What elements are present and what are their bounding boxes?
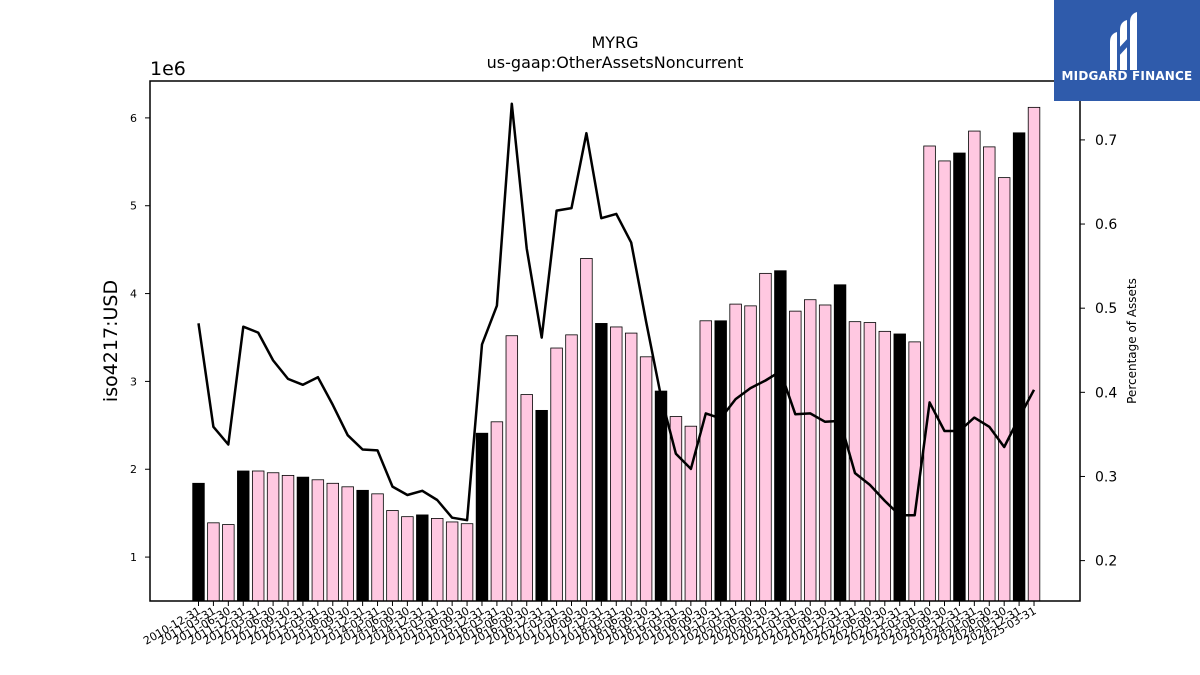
bar-2011-03-31 — [207, 522, 220, 602]
y2-tick-label: 0.5 — [1095, 301, 1117, 317]
bar-2012-12-31 — [296, 476, 310, 602]
bar-2012-03-31 — [251, 470, 265, 602]
bar-2012-06-30 — [266, 472, 280, 602]
y-scale-label: 1e6 — [150, 58, 186, 80]
bar-2020-03-31 — [729, 303, 742, 602]
bar-2017-03-31 — [550, 347, 563, 602]
logo-mark-icon — [1110, 12, 1137, 70]
bar-2012-09-30 — [281, 474, 295, 602]
y-axis-ticks: 1 2 3 4 5 6 — [130, 112, 150, 564]
y-axis-label: iso4217:USD — [100, 280, 122, 402]
bar-2019-09-30 — [699, 320, 712, 602]
y2-tick-label: 0.3 — [1095, 469, 1117, 485]
y2-tick-label: 0.7 — [1095, 133, 1117, 149]
bar-2018-06-30 — [624, 332, 638, 602]
bar-2020-12-31 — [774, 270, 787, 602]
brand-name: MIDGARD FINANCE — [1061, 69, 1193, 83]
bar-2022-09-30 — [878, 330, 892, 602]
bar-2018-09-30 — [639, 356, 653, 602]
y2-tick-label: 0.2 — [1095, 554, 1117, 570]
bar-2015-12-31 — [475, 432, 489, 602]
percentage-line — [197, 102, 1036, 522]
bar-2016-12-31 — [535, 409, 548, 602]
bar-2025-03-31 — [1027, 106, 1041, 602]
line-series — [197, 102, 1036, 522]
brand-logo: MIDGARD FINANCE — [1054, 0, 1200, 101]
bar-2024-12-31 — [1012, 132, 1026, 602]
bar-2016-03-31 — [490, 421, 504, 602]
bar-2013-03-31 — [311, 479, 325, 602]
y-tick-label: 5 — [130, 200, 137, 213]
bar-2019-12-31 — [714, 320, 727, 602]
bar-2011-06-30 — [222, 524, 235, 602]
y-tick-label: 4 — [130, 288, 137, 301]
bar-2018-12-31 — [654, 390, 668, 602]
chart-title: MYRG — [591, 33, 638, 52]
bar-2015-03-31 — [431, 518, 444, 602]
bar-2023-03-31 — [908, 341, 921, 602]
bar-2020-09-30 — [759, 272, 772, 602]
y-tick-label: 6 — [130, 112, 137, 125]
bar-series — [192, 106, 1041, 602]
chart-subtitle: us-gaap:OtherAssetsNoncurrent — [487, 53, 744, 72]
bar-2014-03-31 — [371, 493, 384, 602]
bar-2021-12-31 — [833, 284, 847, 602]
bar-2013-09-30 — [341, 486, 354, 602]
bar-2014-09-30 — [401, 516, 414, 602]
bar-2014-06-30 — [386, 510, 399, 602]
x-axis-ticks: 2010-12-312011-03-312011-06-302011-12-31… — [141, 601, 1039, 648]
bar-2019-03-31 — [669, 416, 683, 602]
y2-tick-label: 0.6 — [1095, 217, 1117, 233]
bar-2022-12-31 — [893, 333, 906, 602]
bar-2011-12-31 — [237, 470, 250, 602]
bar-2016-06-30 — [505, 335, 519, 602]
bar-2021-09-30 — [818, 304, 832, 602]
y2-axis-ticks: 0.2 0.3 0.4 0.5 0.6 0.7 — [1080, 133, 1117, 570]
y2-tick-label: 0.4 — [1095, 385, 1117, 401]
bar-2021-03-31 — [789, 310, 802, 602]
y-tick-label: 1 — [130, 551, 137, 564]
bar-2015-09-30 — [460, 523, 474, 602]
bar-2017-12-31 — [595, 323, 608, 602]
bar-2010-12-31 — [192, 482, 205, 602]
y-tick-label: 3 — [130, 375, 137, 388]
bar-2018-03-31 — [610, 326, 623, 602]
bar-2023-12-31 — [953, 152, 966, 602]
bar-2015-06-30 — [445, 521, 459, 602]
bar-2020-06-30 — [744, 305, 757, 602]
bar-2023-06-30 — [923, 145, 936, 602]
y2-axis-label: Percentage of Assets — [1125, 278, 1139, 404]
bar-2014-12-31 — [416, 514, 429, 602]
bar-2017-09-30 — [580, 258, 593, 602]
bar-2017-06-30 — [565, 334, 578, 602]
plot-frame — [149, 80, 1081, 602]
bar-2013-12-31 — [356, 489, 369, 602]
bar-2022-06-30 — [863, 322, 877, 602]
y-tick-label: 2 — [130, 463, 137, 476]
bar-2013-06-30 — [326, 482, 339, 602]
bar-2016-09-30 — [520, 394, 533, 602]
bar-2024-09-30 — [997, 177, 1011, 602]
bar-2024-06-30 — [983, 146, 996, 602]
bar-2023-09-30 — [938, 160, 951, 602]
bar-2024-03-31 — [968, 130, 981, 602]
bar-2021-06-30 — [804, 299, 817, 602]
